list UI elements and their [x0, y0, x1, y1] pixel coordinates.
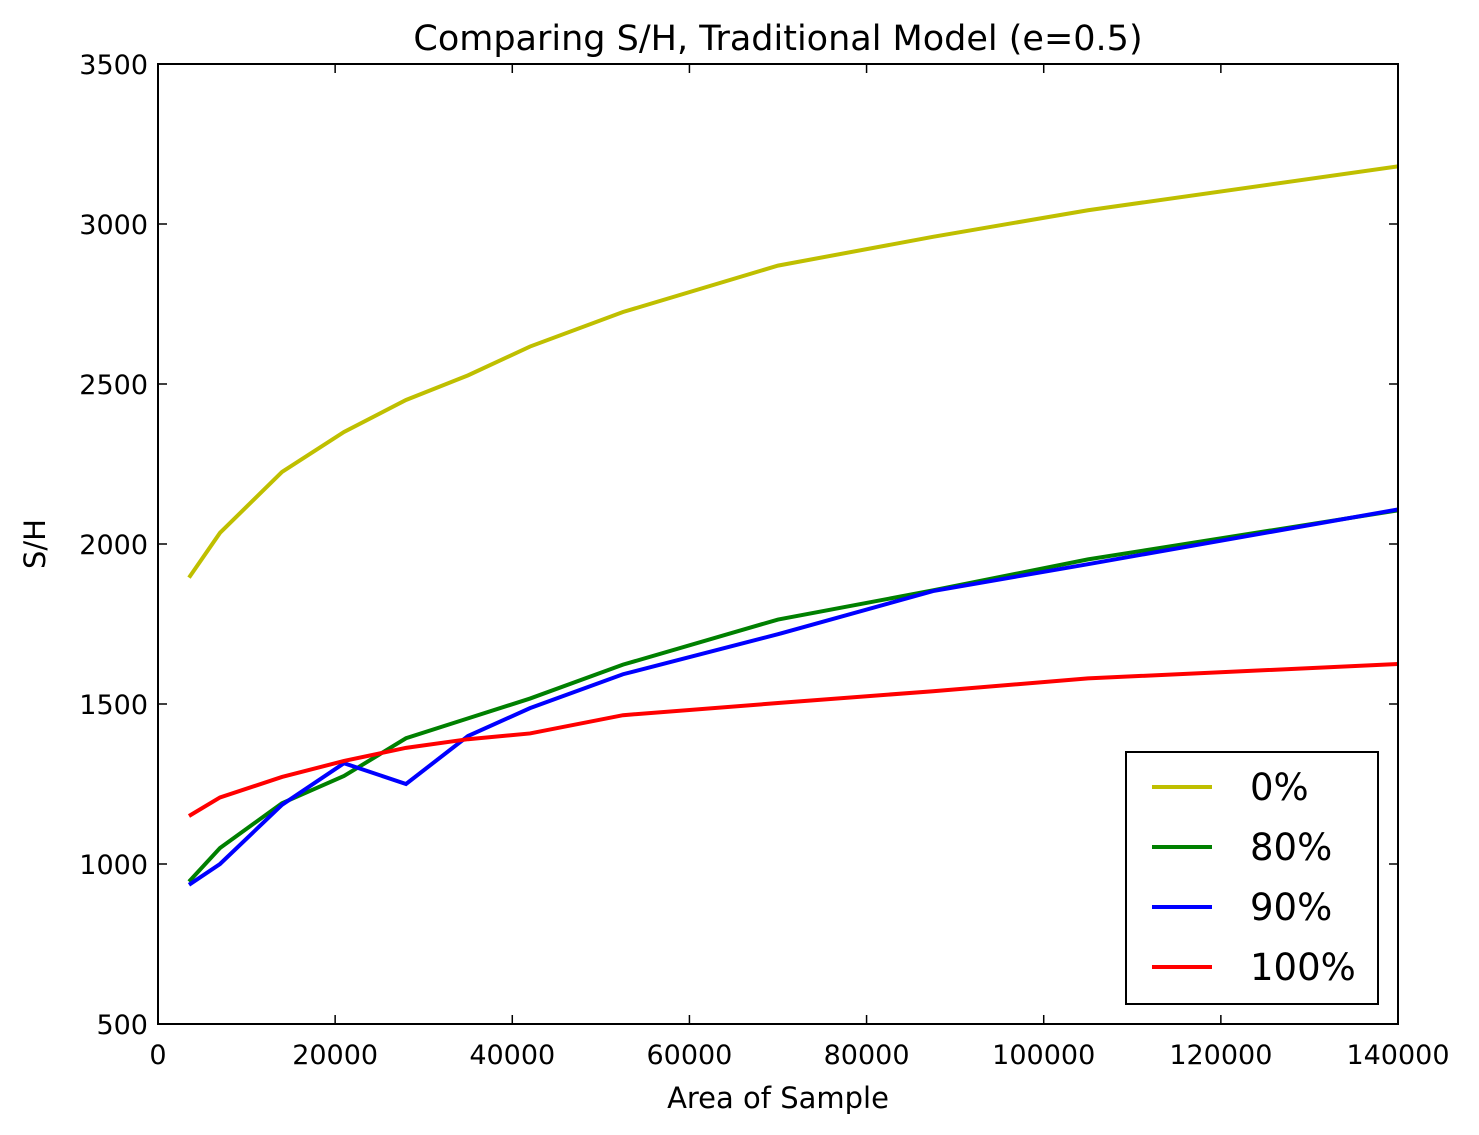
- series-line-2: [187, 507, 1399, 887]
- legend-label-0: 0%: [1250, 766, 1309, 809]
- y-tick-label: 3000: [79, 210, 148, 241]
- y-axis-title: S/H: [18, 519, 52, 569]
- x-tick-label: 20000: [292, 1040, 378, 1071]
- legend-label-3: 100%: [1250, 946, 1356, 989]
- legend-label-1: 80%: [1250, 826, 1332, 869]
- legend-box: [1125, 751, 1379, 1005]
- x-tick-label: 40000: [469, 1040, 555, 1071]
- y-tick-label: 1000: [79, 850, 148, 881]
- x-tick-label: 80000: [824, 1040, 910, 1071]
- series-line-0: [187, 164, 1399, 579]
- series-layer: [187, 164, 1399, 887]
- x-tick-label: 0: [149, 1040, 166, 1071]
- x-tick-label: 100000: [992, 1040, 1095, 1071]
- legend-label-2: 90%: [1250, 886, 1332, 929]
- chart-title: Comparing S/H, Traditional Model (e=0.5): [413, 19, 1142, 59]
- y-tick-label: 2000: [79, 530, 148, 561]
- x-tick-label: 140000: [1346, 1040, 1449, 1071]
- series-line-3: [187, 662, 1399, 818]
- x-tick-label: 60000: [646, 1040, 732, 1071]
- ticks-layer: 0 20000 40000 60000 80000 100000 120000 140000 5…: [79, 50, 1449, 1071]
- x-axis-title: Area of Sample: [667, 1081, 889, 1115]
- y-tick-label: 2500: [79, 370, 148, 401]
- y-tick-label: 500: [96, 1010, 148, 1041]
- x-tick-label: 120000: [1169, 1040, 1272, 1071]
- y-tick-label: 1500: [79, 690, 148, 721]
- y-tick-label: 3500: [79, 50, 148, 81]
- legend: 0% 80% 90% 100%: [1125, 751, 1379, 1005]
